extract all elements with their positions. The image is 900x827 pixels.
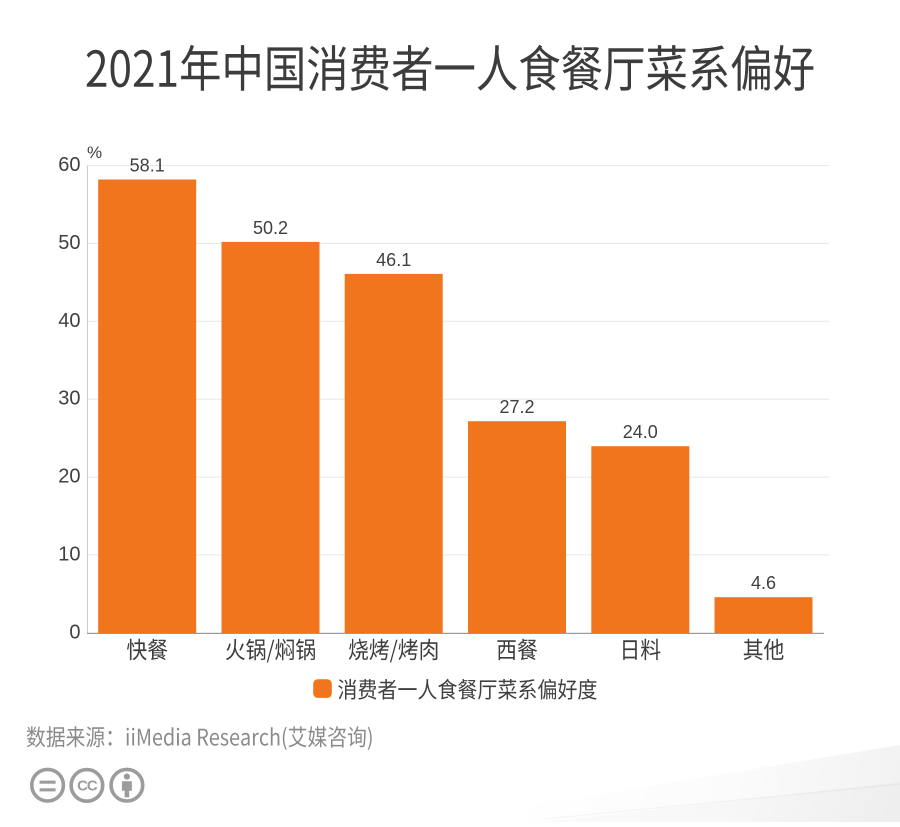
svg-text:20: 20 [58, 466, 80, 488]
svg-text:40: 40 [58, 310, 80, 332]
svg-text:CC: CC [77, 778, 98, 795]
svg-text:50: 50 [58, 232, 80, 254]
svg-text:0: 0 [69, 621, 80, 643]
svg-text:10: 10 [58, 543, 80, 565]
svg-text:30: 30 [58, 388, 80, 410]
svg-text:60: 60 [58, 154, 80, 176]
svg-text:50.2: 50.2 [253, 218, 288, 238]
svg-text:27.2: 27.2 [499, 397, 534, 417]
svg-text:24.0: 24.0 [623, 422, 658, 442]
svg-text:%: % [87, 143, 102, 162]
svg-text:46.1: 46.1 [376, 250, 411, 270]
svg-text:4.6: 4.6 [751, 573, 776, 593]
svg-text:58.1: 58.1 [130, 155, 165, 175]
